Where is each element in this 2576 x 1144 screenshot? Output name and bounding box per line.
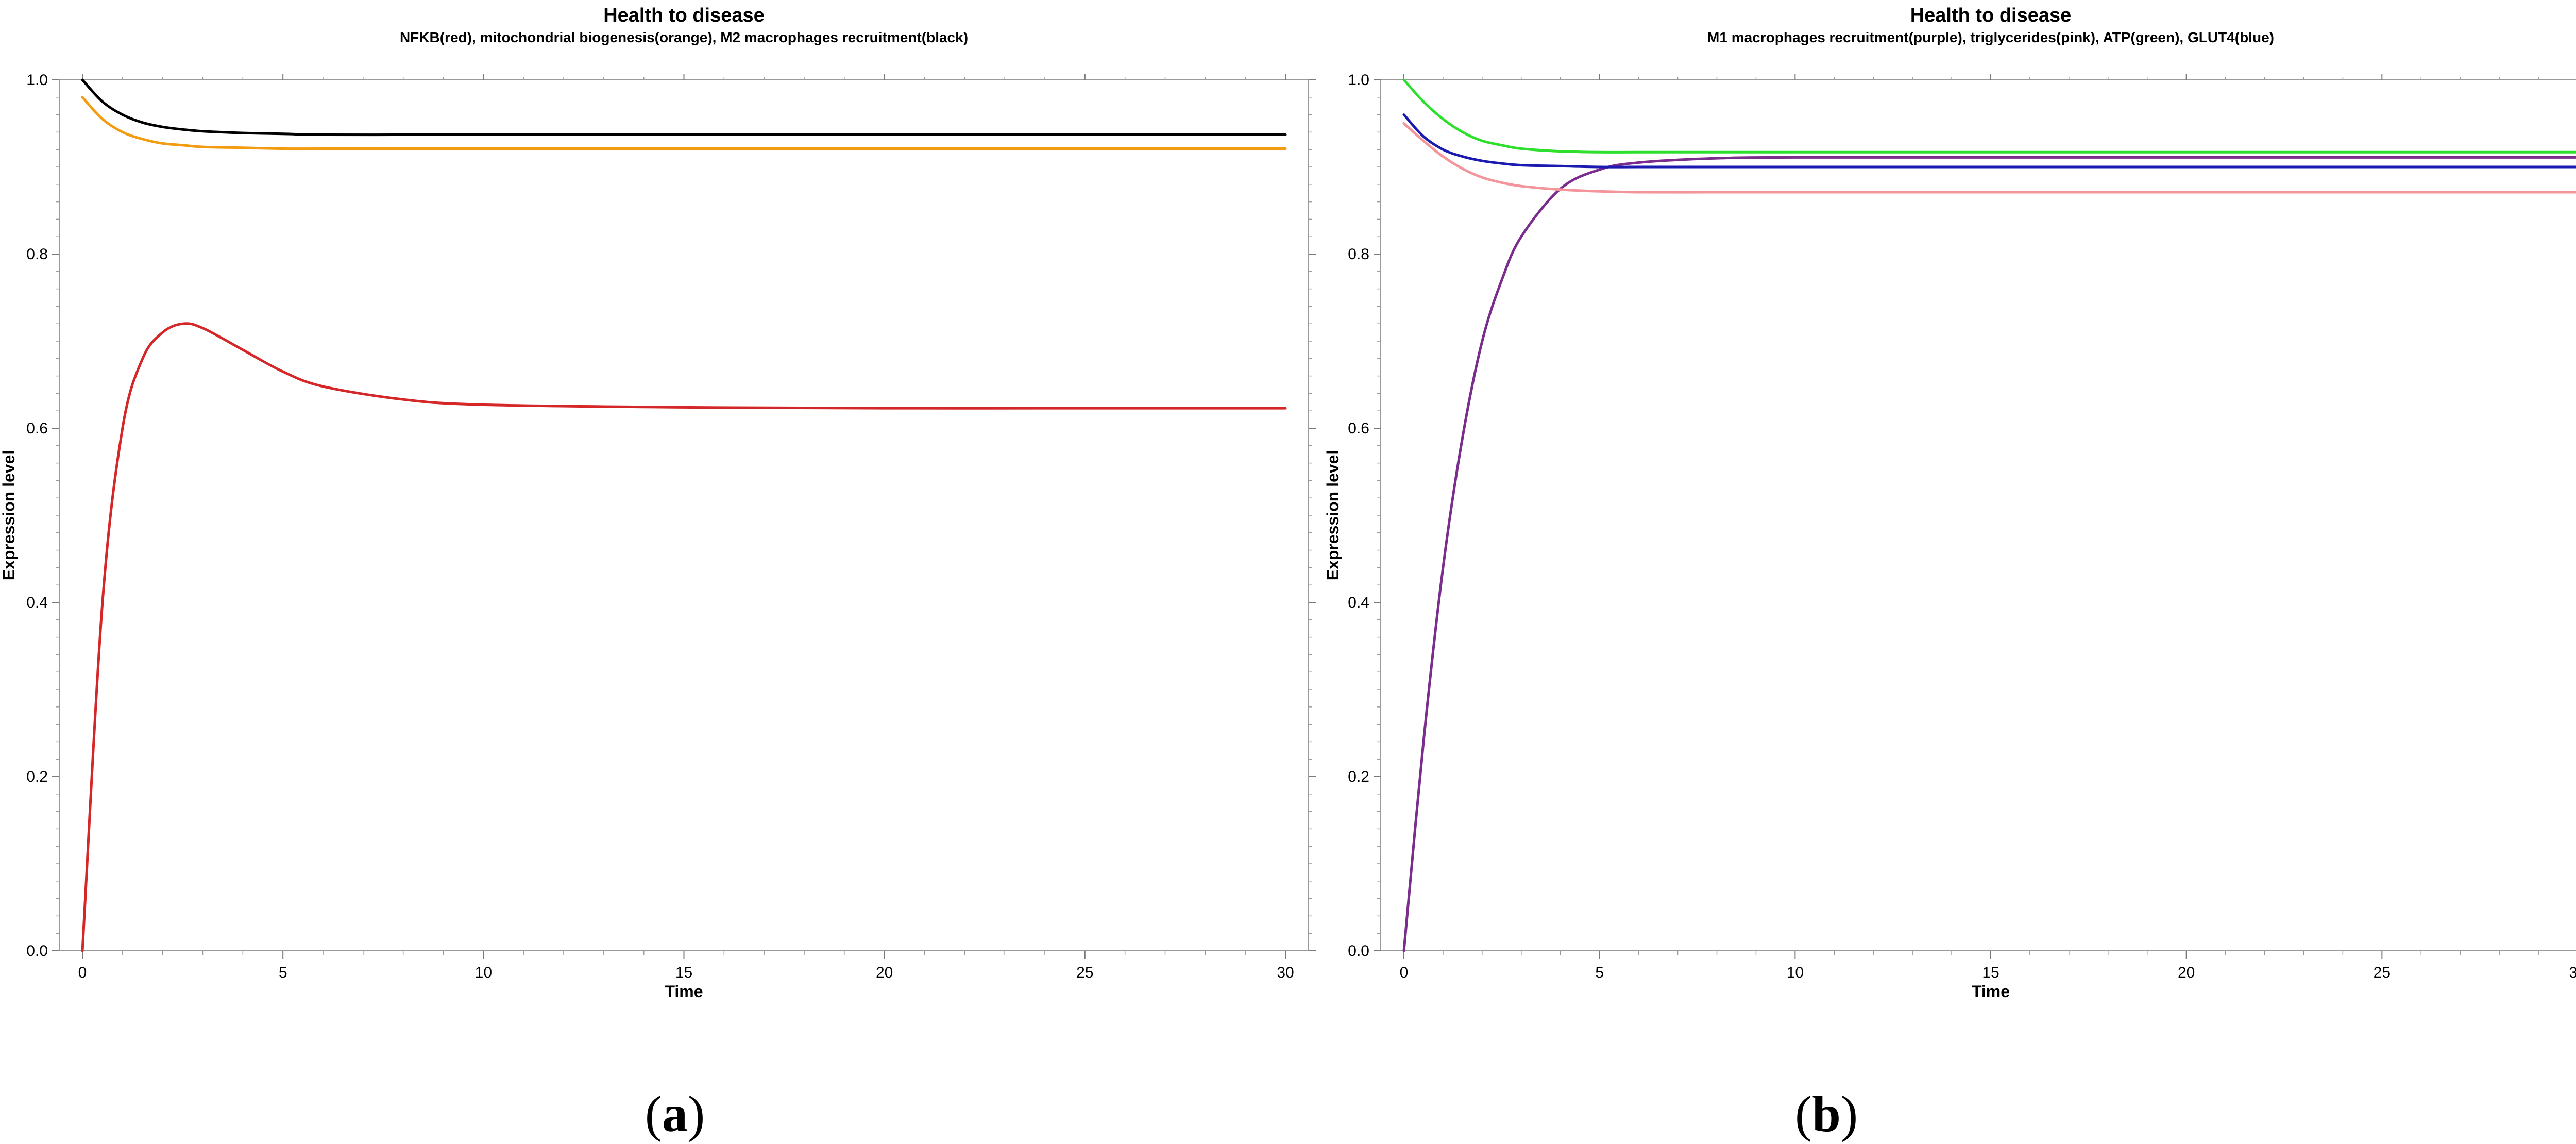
- chart-title: Health to disease: [603, 5, 765, 26]
- plot-frame: [59, 79, 1309, 951]
- x-axis-label: Time: [1972, 982, 2010, 1001]
- x-tick-label: 30: [1277, 964, 1294, 981]
- x-tick-label: 15: [1982, 964, 1999, 981]
- chart-panel-a: Health to disease NFKB(red), mitochondria…: [0, 5, 1316, 1001]
- y-tick-label: 0.8: [26, 246, 48, 263]
- panel-label-a: (a): [645, 1085, 705, 1142]
- chart-subtitle: M1 macrophages recruitment(purple), trig…: [1707, 29, 2274, 45]
- series-line-2: [81, 78, 1287, 137]
- series-line-1: [1402, 122, 2576, 194]
- y-tick-label: 0.2: [26, 768, 48, 785]
- x-tick-label: 10: [475, 964, 492, 981]
- chart-title: Health to disease: [1910, 5, 2072, 26]
- x-tick-label: 30: [2569, 964, 2576, 981]
- y-tick-label: 0.8: [1348, 246, 1369, 263]
- y-tick-label: 0.0: [1348, 943, 1369, 960]
- y-tick-label: 1.0: [1348, 72, 1369, 89]
- plot-frame: [1380, 79, 2576, 951]
- x-tick-label: 5: [279, 964, 287, 981]
- x-tick-label: 25: [1076, 964, 1093, 981]
- y-axis-label: Expression level: [0, 450, 18, 581]
- x-tick-label: 5: [1595, 964, 1604, 981]
- y-axis-label: Expression level: [1324, 450, 1342, 581]
- y-tick-label: 0.2: [1348, 768, 1369, 785]
- y-tick-label: 1.0: [26, 72, 48, 89]
- x-tick-label: 25: [2374, 964, 2391, 981]
- y-tick-label: 0.6: [26, 420, 48, 437]
- x-tick-label: 10: [1787, 964, 1804, 981]
- panel-label-b: (b): [1795, 1085, 1858, 1142]
- chart-panel-b: Health to disease M1 macrophages recruitm…: [1324, 5, 2576, 1001]
- x-axis-label: Time: [665, 982, 703, 1001]
- series-line-2: [1402, 78, 2576, 154]
- chart-subtitle: NFKB(red), mitochondrial biogenesis(oran…: [400, 29, 968, 45]
- y-tick-label: 0.4: [26, 594, 48, 611]
- y-tick-label: 0.6: [1348, 420, 1369, 437]
- y-tick-label: 0.4: [1348, 594, 1369, 611]
- series-line-0: [81, 322, 1287, 952]
- series-line-3: [1402, 113, 2576, 169]
- series-line-1: [81, 96, 1287, 150]
- x-tick-label: 20: [2178, 964, 2195, 981]
- y-tick-label: 0.0: [26, 943, 48, 960]
- series-line-0: [1402, 156, 2576, 952]
- x-tick-label: 0: [78, 964, 87, 981]
- x-tick-label: 0: [1400, 964, 1409, 981]
- x-tick-label: 20: [876, 964, 893, 981]
- x-tick-label: 15: [675, 964, 692, 981]
